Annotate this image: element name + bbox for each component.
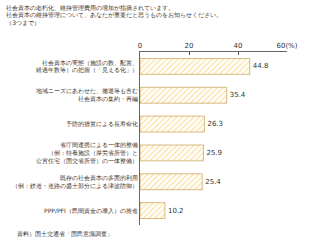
svg-text:既存の社会資本の多面的利用（例：鉄道・道路の盛土部分による津: 既存の社会資本の多面的利用（例：鉄道・道路の盛土部分による津波防御） xyxy=(12,174,138,190)
svg-text:25.4: 25.4 xyxy=(205,178,221,186)
svg-text:35.4: 35.4 xyxy=(230,91,246,99)
svg-text:社会資本の老朽化、維持管理費用の増加が指摘されています。社会: 社会資本の老朽化、維持管理費用の増加が指摘されています。社会資本の維持管理につい… xyxy=(6,4,222,28)
svg-text:25.9: 25.9 xyxy=(206,149,222,157)
svg-text:10.2: 10.2 xyxy=(168,207,184,215)
svg-text:地域ニーズにあわせた、撤退等も含む社会資本の集約・再編: 地域ニーズにあわせた、撤退等も含む社会資本の集約・再編 xyxy=(35,87,138,103)
svg-text:60(%): 60(%) xyxy=(276,42,297,50)
svg-text:社会資本の実態（施設の数、配置、経過年数等）の把握（「見える: 社会資本の実態（施設の数、配置、経過年数等）の把握（「見える化」） xyxy=(35,59,138,75)
svg-text:26.3: 26.3 xyxy=(207,120,223,128)
svg-text:0: 0 xyxy=(138,42,142,50)
svg-text:PPP/PFI（民間資金の導入）の推進: PPP/PFI（民間資金の導入）の推進 xyxy=(44,207,138,215)
svg-text:資料）国土交通省「国民意識調査」: 資料）国土交通省「国民意識調査」 xyxy=(17,230,113,238)
svg-text:省庁間連携による一体的整備（例：特養施設（厚労省所管）と公営: 省庁間連携による一体的整備（例：特養施設（厚労省所管）と公営住宅（国交省所管）の… xyxy=(36,141,138,165)
svg-text:20: 20 xyxy=(185,42,194,50)
svg-text:予防的措置による長寿命化: 予防的措置による長寿命化 xyxy=(66,120,138,127)
svg-text:40: 40 xyxy=(234,42,243,50)
svg-text:44.8: 44.8 xyxy=(253,62,269,70)
